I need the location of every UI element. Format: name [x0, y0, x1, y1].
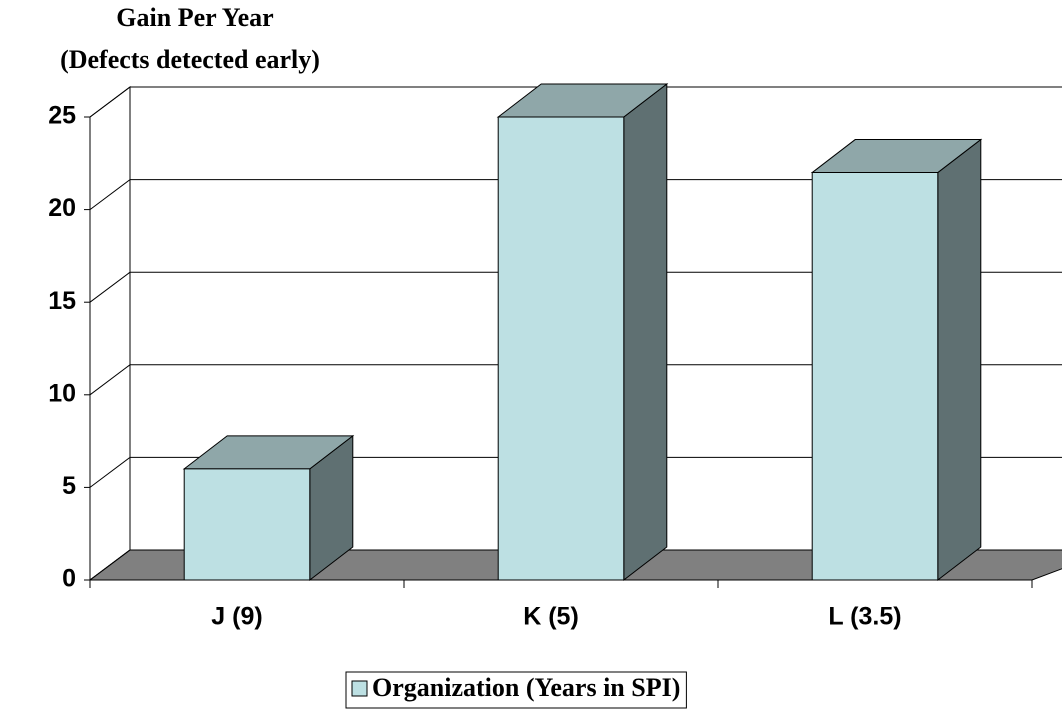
y-tick-label: 15	[48, 287, 76, 315]
x-tick-label: L (3.5)	[828, 603, 901, 631]
grid-line	[89, 86, 131, 118]
legend-frame	[345, 671, 687, 709]
x-tick-label: K (5)	[523, 603, 579, 631]
y-tick-label: 5	[62, 472, 76, 500]
legend: Organization (Years in SPI)	[351, 673, 680, 702]
y-tick-label: 20	[48, 194, 76, 222]
bar	[496, 82, 669, 582]
x-tick-label: J (9)	[211, 603, 262, 631]
legend-swatch	[351, 680, 368, 697]
grid-line	[89, 179, 131, 211]
bar-front	[497, 116, 625, 581]
bar-front	[811, 172, 939, 581]
grid-line	[89, 271, 131, 303]
grid-line	[89, 549, 131, 581]
y-tick-label: 10	[48, 379, 76, 407]
grid-line	[89, 456, 131, 488]
grid-line	[89, 364, 131, 396]
bar-side	[623, 82, 668, 582]
legend-label: Organization (Years in SPI)	[372, 673, 680, 702]
bar-front	[183, 468, 311, 581]
chart-title: Gain Per Year	[116, 3, 273, 32]
y-tick-label: 0	[62, 565, 76, 593]
bar	[182, 434, 355, 582]
bar	[810, 138, 983, 582]
bar-side	[937, 138, 982, 582]
chart-subtitle: (Defects detected early)	[60, 45, 320, 74]
y-tick-label: 25	[48, 102, 76, 130]
side-wall	[89, 86, 131, 581]
